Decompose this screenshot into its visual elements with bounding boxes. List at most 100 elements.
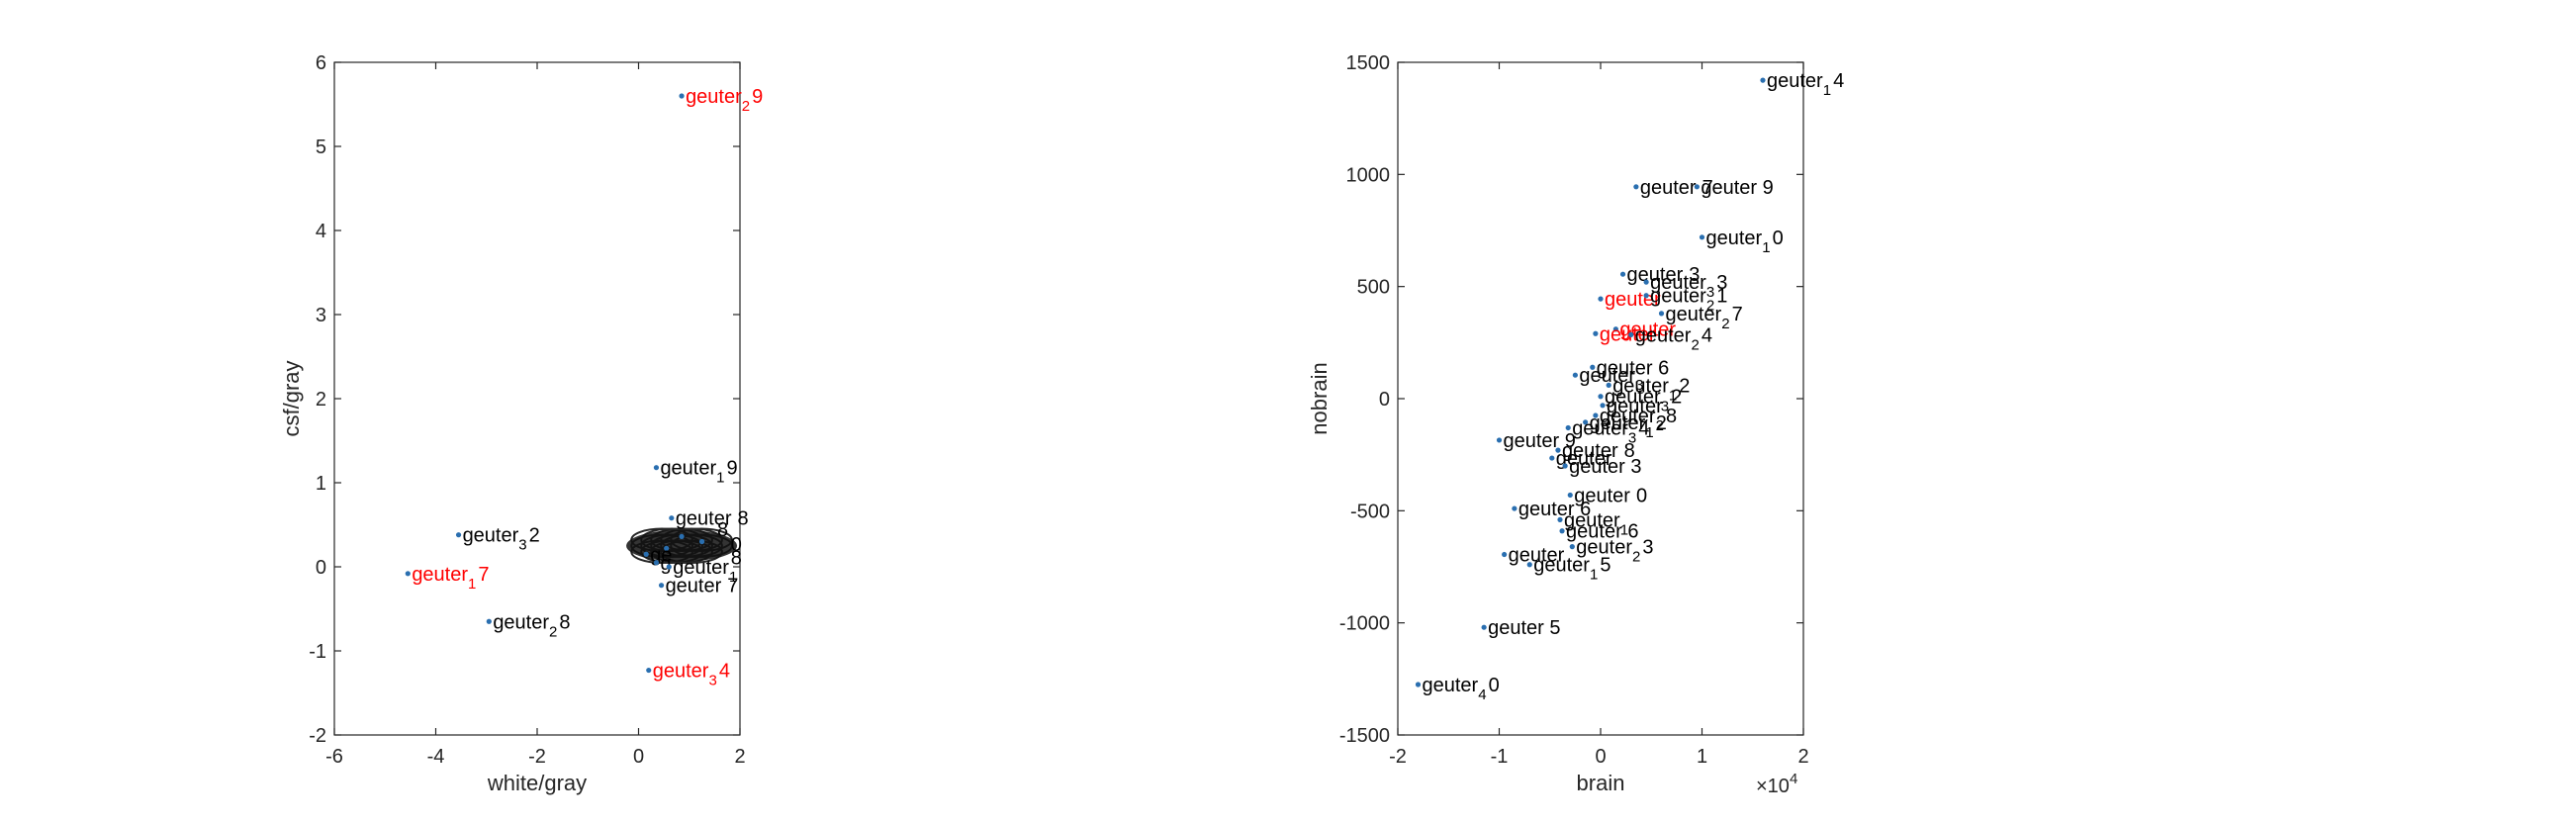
label-text: geuter bbox=[1556, 448, 1612, 470]
label-text: g bbox=[660, 553, 671, 575]
point-label: geuter2 8 bbox=[493, 611, 570, 640]
x-tick-label: -6 bbox=[325, 746, 343, 768]
point-label: geuter 7 bbox=[1640, 177, 1713, 199]
label-suffix: 8 bbox=[738, 508, 749, 530]
label-subscript: 1 bbox=[1590, 567, 1598, 584]
point-label: geuter 6 bbox=[1518, 499, 1591, 520]
dense-label-cluster bbox=[626, 529, 738, 562]
label-text: geuter 3 bbox=[1569, 456, 1641, 478]
data-point-marker bbox=[653, 465, 660, 471]
label-suffix: 0 bbox=[1636, 485, 1647, 506]
label-suffix: 1 bbox=[1716, 286, 1727, 308]
label-suffix: 4 bbox=[1702, 324, 1712, 346]
label-suffix: 4 bbox=[1638, 417, 1649, 439]
point-label: geuter 8 bbox=[1562, 440, 1635, 462]
point-label: geuter bbox=[1556, 448, 1612, 470]
y-tick-label: 1000 bbox=[1346, 164, 1391, 186]
label-suffix: 9 bbox=[727, 458, 738, 480]
point-label: geuter3 4 bbox=[1572, 417, 1649, 446]
data-point-marker bbox=[646, 667, 652, 674]
y-tick-label: 1 bbox=[316, 473, 326, 495]
label-text: geuter bbox=[1607, 396, 1663, 417]
label-subscript: 3 bbox=[1635, 377, 1643, 394]
data-point-marker bbox=[1502, 551, 1508, 558]
y-tick-label: -1 bbox=[309, 641, 326, 663]
right-scatter-plot: -2 -1 0 1 2-1500-1000-500050010001500brainno… bbox=[1307, 52, 1844, 797]
point-label: geuter2 1 bbox=[1650, 286, 1727, 315]
label-text: geuter bbox=[1767, 70, 1823, 92]
label-suffix: 8 bbox=[1624, 440, 1635, 462]
point-label: geuter1 4 bbox=[1767, 70, 1844, 99]
label-subscript: 2 bbox=[1721, 316, 1729, 332]
label-text: geuter bbox=[463, 525, 519, 547]
data-point-marker bbox=[486, 618, 492, 624]
point-label: geuter2 7 bbox=[1666, 304, 1743, 332]
data-point-marker bbox=[1590, 364, 1596, 370]
point-label: geuter1 2 bbox=[1612, 375, 1690, 404]
label-text: geuter 6 bbox=[1518, 499, 1591, 520]
data-point-marker bbox=[1658, 311, 1665, 317]
y-axis-label: csf/gray bbox=[279, 360, 304, 436]
cluster-edge-glyph: 8 bbox=[731, 548, 742, 570]
label-text: geuter bbox=[1605, 387, 1661, 409]
data-point-marker bbox=[1567, 492, 1573, 499]
y-axis-label: nobrain bbox=[1307, 362, 1332, 434]
label-text: geuter 9 bbox=[1504, 430, 1576, 452]
label-subscript: 3 bbox=[708, 673, 716, 689]
label-text: geuter bbox=[1612, 375, 1669, 397]
label-text: geuter bbox=[1533, 555, 1590, 577]
y-tick-label: 4 bbox=[316, 221, 326, 242]
y-tick-label: 3 bbox=[316, 305, 326, 326]
label-subscript: 2 bbox=[549, 623, 557, 640]
x-axis-label: brain bbox=[1577, 771, 1625, 795]
data-point-marker bbox=[1512, 505, 1518, 511]
label-text: geuter bbox=[1600, 323, 1656, 345]
data-point-marker bbox=[1633, 184, 1639, 190]
label-subscript: 1 bbox=[1762, 239, 1770, 256]
y-tick-label: 500 bbox=[1357, 277, 1390, 299]
point-label: geuter1 bbox=[673, 557, 737, 586]
y-tick-label: 0 bbox=[316, 557, 326, 579]
x-exponent-power: 4 bbox=[1790, 771, 1797, 787]
point-label: geuter bbox=[1509, 545, 1565, 567]
point-label: geuter bbox=[1607, 396, 1663, 417]
cluster-edge-glyph: 0 bbox=[731, 534, 742, 556]
data-point-marker bbox=[1643, 293, 1649, 299]
data-point-marker bbox=[1628, 331, 1634, 337]
label-text: geuter 9 bbox=[1701, 177, 1773, 199]
label-text: geuter bbox=[686, 86, 742, 108]
data-point-marker bbox=[698, 538, 705, 545]
point-label: geuter 8 bbox=[676, 508, 749, 530]
x-tick-label: -2 bbox=[528, 746, 546, 768]
label-subscript: 2 bbox=[1656, 417, 1664, 434]
label-subscript: 2 bbox=[742, 98, 750, 115]
data-point-marker bbox=[666, 564, 672, 570]
label-text: geuter bbox=[660, 458, 716, 480]
y-tick-label: -1500 bbox=[1339, 725, 1390, 747]
label-text: geuter bbox=[1579, 365, 1635, 387]
label-subscript: 2 bbox=[1706, 298, 1714, 315]
label-text: geuter bbox=[1423, 675, 1479, 696]
label-text: geuter bbox=[1572, 417, 1628, 439]
data-point-marker bbox=[679, 533, 685, 540]
data-point-marker bbox=[1569, 544, 1575, 550]
x-tick-label: 2 bbox=[1797, 746, 1808, 768]
data-point-marker bbox=[1555, 447, 1561, 453]
data-point-marker bbox=[1481, 624, 1487, 630]
data-point-marker bbox=[1606, 382, 1611, 388]
data-point-marker bbox=[653, 560, 660, 566]
label-text: geuter 5 bbox=[1488, 617, 1560, 639]
label-subscript: 2 bbox=[1632, 549, 1640, 566]
y-tick-label: -1000 bbox=[1339, 613, 1390, 635]
y-tick-label: 2 bbox=[316, 389, 326, 411]
data-point-marker bbox=[1619, 271, 1626, 277]
label-text: geuter bbox=[1509, 545, 1565, 567]
point-label: geuter1 5 bbox=[1533, 555, 1610, 584]
label-text: geuter bbox=[1564, 509, 1620, 531]
label-subscript: 1 bbox=[1620, 521, 1628, 538]
point-label: geuter3 bbox=[1579, 365, 1643, 394]
data-point-marker bbox=[405, 571, 411, 577]
highlighted-point-label: geuter bbox=[1619, 320, 1676, 341]
data-point-marker bbox=[1562, 463, 1568, 469]
label-suffix: 7 bbox=[727, 576, 738, 597]
